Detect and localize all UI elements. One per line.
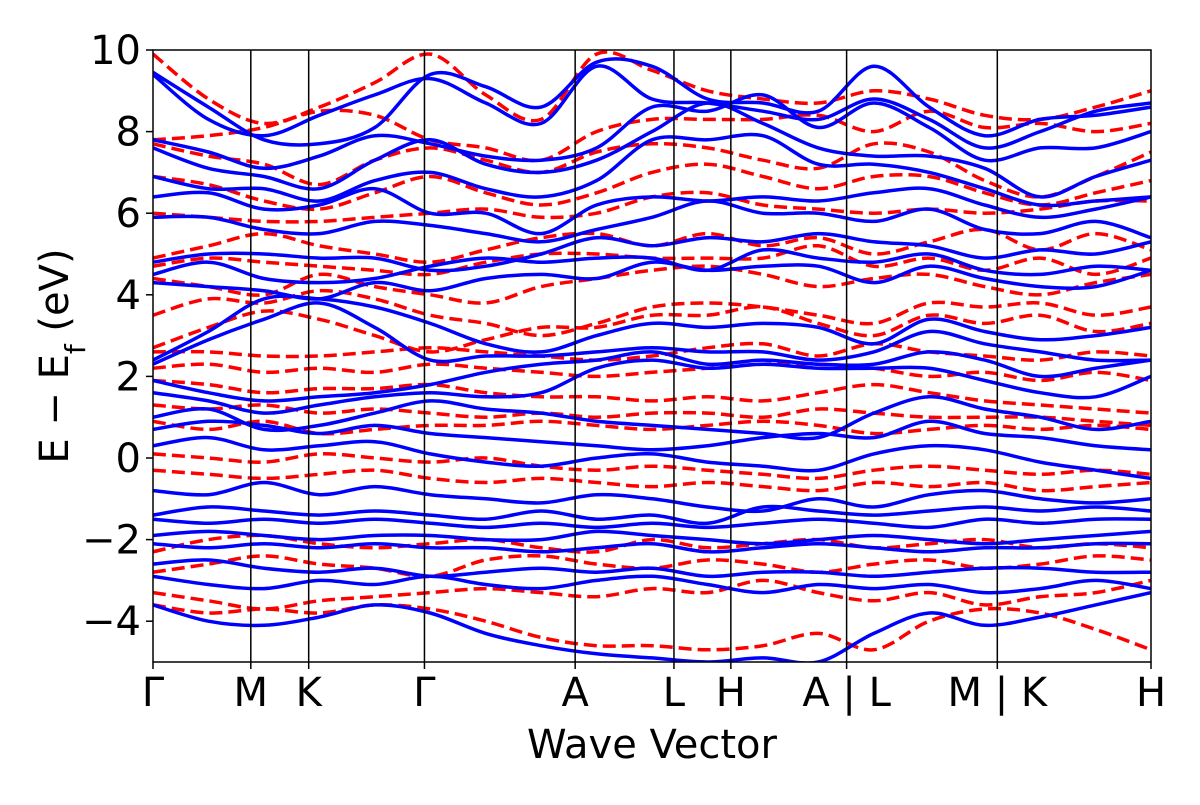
dashed-band-16 (153, 468, 1151, 493)
solid-band-2 (153, 92, 1151, 171)
solid-band-20 (153, 529, 1151, 546)
kpoint-separators (250, 50, 999, 662)
x-tick-label-6: H (716, 670, 746, 716)
y-tick-label-2: 6 (116, 191, 141, 237)
dashed-band-20 (153, 603, 1151, 652)
solid-band-5 (153, 186, 1151, 236)
x-tick-label-1: M (234, 670, 269, 716)
dashed-band-7 (153, 264, 1151, 305)
dashed-band-17 (153, 533, 1151, 554)
y-tick-label-0: 10 (90, 28, 141, 74)
y-tick-label-3: 4 (116, 273, 141, 319)
y-axis: 10 8 6 4 2 0 −2 −4 (82, 28, 153, 645)
dashed-band-9 (153, 305, 1151, 354)
x-tick-label-7: A | L (802, 670, 891, 716)
solid-band-6 (153, 199, 1151, 244)
solid-band-16 (153, 435, 1151, 481)
solid-band-13 (153, 358, 1151, 415)
dashed-band-19 (153, 578, 1151, 611)
y-axis-label-subscript: f (59, 343, 92, 354)
solid-band-10 (153, 294, 1151, 362)
solid-band-11 (153, 301, 1151, 366)
dashed-band-3 (153, 162, 1151, 212)
solid-band-17 (153, 480, 1151, 514)
solid-band-24 (153, 590, 1151, 662)
solid-band-21 (153, 541, 1151, 554)
dashed-band-11 (153, 361, 1151, 383)
solid-band-4 (153, 132, 1151, 208)
plot-frame (152, 49, 1152, 663)
dashed-band-2 (153, 141, 1151, 199)
y-tick-label-6: −2 (82, 518, 141, 564)
y-tick-label-4: 2 (116, 354, 141, 400)
solid-band-12 (153, 350, 1151, 403)
x-tick-label-9: H (1136, 670, 1166, 716)
solid-band-15 (153, 419, 1151, 452)
solid-band-23 (153, 574, 1151, 595)
y-tick-label-1: 8 (116, 110, 141, 156)
solid-band-3 (153, 101, 1151, 199)
dashed-band-13 (153, 403, 1151, 428)
x-axis-label: Wave Vector (527, 722, 778, 768)
y-axis-label-unit: (eV) (32, 248, 78, 344)
x-tick-label-8: M | K (947, 670, 1048, 716)
bands-layer (153, 50, 1151, 662)
y-axis-label: E − Ef (eV) (32, 248, 92, 463)
dashed-band-6 (153, 244, 1151, 277)
solid-band-8 (153, 247, 1151, 285)
solid-band-19 (153, 517, 1151, 530)
y-axis-label-main: E − E (32, 354, 78, 464)
x-tick-label-3: Γ (413, 670, 436, 716)
solid-band-22 (153, 558, 1151, 579)
x-tick-label-0: Γ (142, 670, 165, 716)
dashed-band-14 (153, 419, 1151, 436)
solid-band-1 (153, 64, 1151, 150)
x-tick-label-5: L (663, 670, 686, 716)
dashed-band-15 (153, 452, 1151, 481)
solid-band-14 (153, 395, 1151, 441)
solid-band-7 (153, 231, 1151, 273)
x-tick-label-2: K (296, 670, 324, 716)
dashed-band-12 (153, 378, 1151, 415)
dashed-band-0 (153, 50, 1151, 126)
dashed-band-1 (153, 108, 1151, 163)
x-tick-label-4: A (561, 670, 589, 716)
y-tick-label-5: 0 (116, 436, 141, 482)
solid-band-18 (153, 504, 1151, 526)
solid-band-0 (153, 57, 1151, 147)
y-tick-label-7: −4 (82, 599, 141, 645)
dashed-band-10 (153, 341, 1151, 362)
